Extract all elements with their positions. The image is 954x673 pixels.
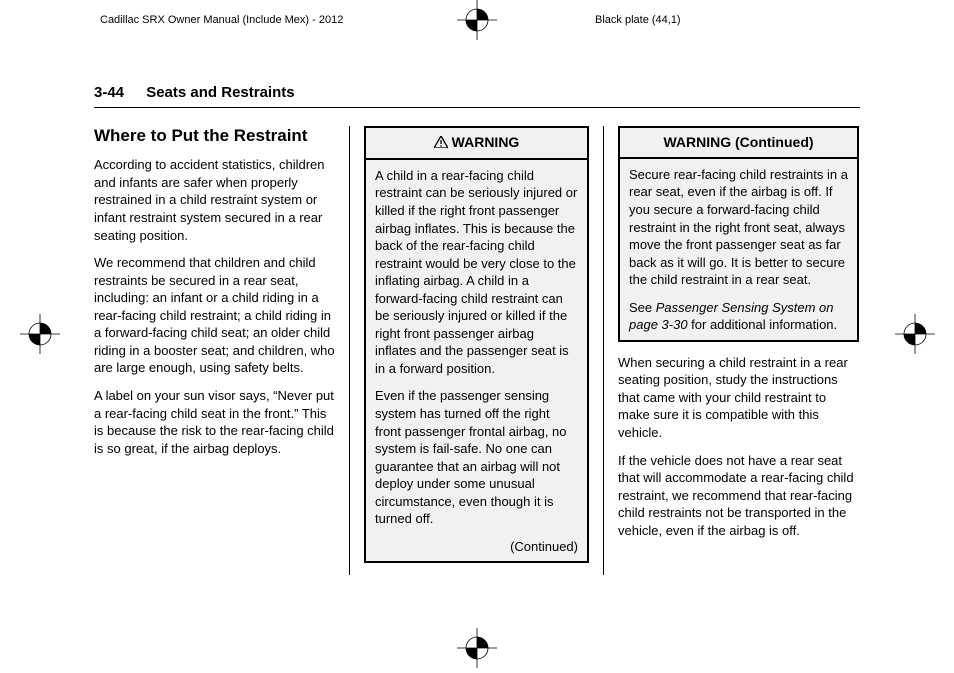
warning-box: WARNING A child in a rear-facing child r… <box>364 126 589 563</box>
warning-triangle-icon <box>434 134 448 153</box>
registration-mark-icon <box>457 0 497 40</box>
registration-mark-icon <box>20 314 60 354</box>
paragraph: According to accident statistics, childr… <box>94 156 335 244</box>
page-number: 3-44 <box>94 84 124 101</box>
column-1: Where to Put the Restraint According to … <box>94 126 349 575</box>
warning-label: WARNING <box>452 134 520 150</box>
running-head: 3-44 Seats and Restraints <box>94 84 860 108</box>
print-header-left: Cadillac SRX Owner Manual (Include Mex) … <box>100 14 343 26</box>
paragraph: A label on your sun visor says, “Never p… <box>94 387 335 457</box>
warning-body: Secure rear-facing child restraints in a… <box>620 159 857 340</box>
continued-label: (Continued) <box>375 538 578 556</box>
paragraph: If the vehicle does not have a rear seat… <box>618 452 859 540</box>
warning-title: WARNING (Continued) <box>620 128 857 159</box>
paragraph: We recommend that children and child res… <box>94 254 335 377</box>
registration-mark-icon <box>457 628 497 668</box>
section-title: Seats and Restraints <box>146 84 294 101</box>
column-3: WARNING (Continued) Secure rear-facing c… <box>604 126 859 575</box>
paragraph: Even if the passenger sensing system has… <box>375 387 578 527</box>
warning-body: A child in a rear-facing child restraint… <box>366 160 587 561</box>
warning-title: WARNING <box>366 128 587 160</box>
columns: Where to Put the Restraint According to … <box>94 126 860 575</box>
paragraph: A child in a rear-facing child restraint… <box>375 167 578 378</box>
paragraph: See Passenger Sensing System on page 3-3… <box>629 299 848 334</box>
page-content: 3-44 Seats and Restraints Where to Put t… <box>94 84 860 575</box>
column-2: WARNING A child in a rear-facing child r… <box>349 126 604 575</box>
paragraph: Secure rear-facing child restraints in a… <box>629 166 848 289</box>
heading: Where to Put the Restraint <box>94 126 335 146</box>
registration-mark-icon <box>895 314 935 354</box>
paragraph: When securing a child restraint in a rea… <box>618 354 859 442</box>
warning-box-continued: WARNING (Continued) Secure rear-facing c… <box>618 126 859 342</box>
print-header-right: Black plate (44,1) <box>595 14 681 26</box>
warning-continued-label: WARNING (Continued) <box>663 134 813 150</box>
